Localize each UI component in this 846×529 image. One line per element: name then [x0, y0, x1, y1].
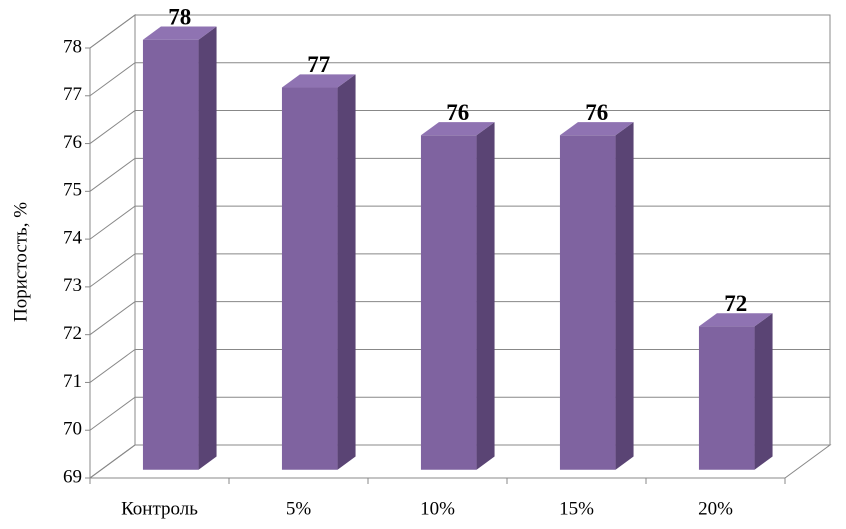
bar — [142, 39, 199, 470]
y-tick-label: 75 — [63, 180, 82, 201]
bar-top — [420, 122, 495, 136]
grid-line — [89, 62, 830, 97]
bar — [281, 87, 338, 470]
y-tick-label: 74 — [63, 227, 83, 248]
bar-top — [698, 313, 773, 327]
y-tick-label: 76 — [63, 132, 82, 153]
x-tick-label: 20% — [698, 498, 733, 519]
value-label: 78 — [168, 4, 191, 29]
bar-side — [198, 26, 217, 470]
x-tick-label: 15% — [559, 498, 594, 519]
bar-side — [754, 313, 773, 470]
value-label: 77 — [307, 52, 330, 77]
x-tick-label: 10% — [420, 498, 455, 519]
bar-top — [559, 122, 634, 136]
bar-side — [337, 74, 356, 470]
y-tick-label: 69 — [63, 466, 82, 487]
y-tick-label: 73 — [63, 275, 82, 296]
bar — [698, 326, 755, 470]
bar — [420, 135, 477, 470]
bar-side — [615, 122, 634, 470]
y-tick-label: 78 — [63, 36, 82, 57]
grid-line — [89, 110, 830, 144]
bar — [559, 135, 616, 470]
y-axis-label: Пористость, % — [10, 202, 31, 322]
value-label: 72 — [724, 291, 747, 316]
x-tick-label: Контроль — [121, 498, 198, 519]
value-label: 76 — [585, 100, 608, 125]
value-label: 76 — [446, 100, 469, 125]
grid-line — [89, 14, 830, 49]
bar-top — [281, 74, 356, 88]
bar-side — [476, 122, 495, 470]
bar-top — [142, 26, 217, 40]
y-tick-label: 72 — [63, 323, 82, 344]
y-tick-label: 77 — [63, 84, 82, 105]
side-wall — [89, 14, 136, 479]
x-tick-label: 5% — [286, 498, 312, 519]
y-tick-label: 71 — [63, 371, 82, 392]
y-tick-label: 70 — [63, 419, 82, 440]
